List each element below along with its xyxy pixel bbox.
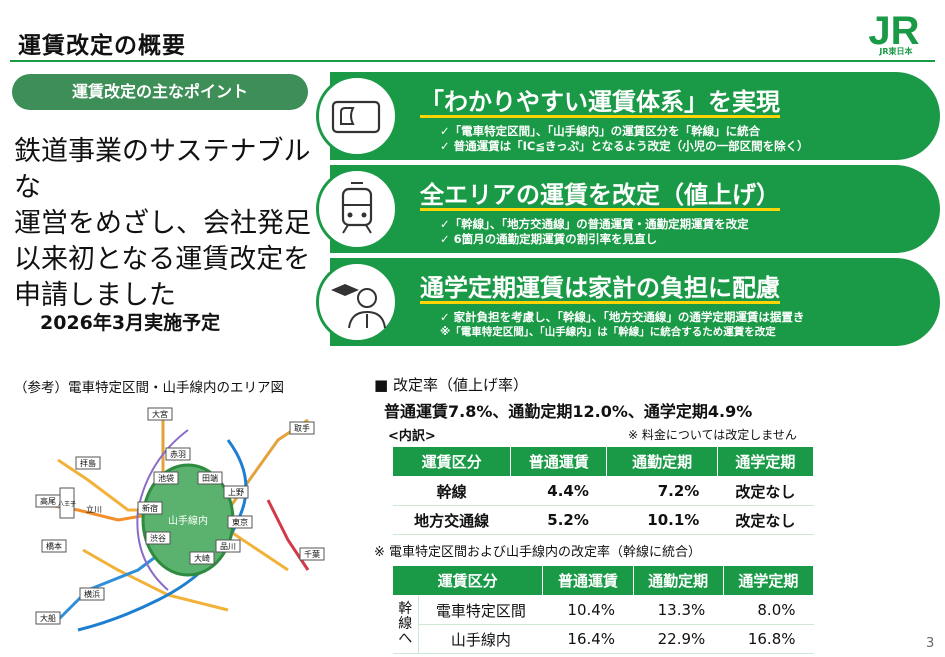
band-bullet: ✓ 普通運賃は「IC≦きっぷ」となるよう改定（小児の一部区間を除く） — [440, 139, 809, 153]
page-number: 3 — [926, 636, 935, 651]
band-bullet: ✓ 家計負担を考慮し、「幹線」、「地方交通線」の通学定期運賃は据置き — [440, 310, 805, 324]
lead-line: 鉄道事業のサステナブルな — [14, 136, 311, 203]
table-header: 運賃区分 — [391, 446, 512, 477]
jr-logo: JR — [868, 9, 919, 53]
table-cell: 改定なし — [717, 505, 814, 535]
fee-note: ※ 料金については改定しません — [628, 428, 797, 442]
page-title: 運賃改定の概要 — [18, 33, 186, 59]
integration-rate-table: 運賃区分 普通運賃 通勤定期 通学定期 幹線へ 電車特定区間 10.4% 13.… — [391, 565, 815, 654]
table-cell: 5.2% — [510, 505, 607, 535]
table-cell: 地方交通線 — [392, 505, 511, 535]
station-label: 大船 — [40, 613, 56, 623]
station-label: 大崎 — [194, 553, 210, 563]
yamanote-label: 山手線内 — [168, 514, 208, 527]
rate-summary: 普通運賃7.8%、通勤定期12.0%、通学定期4.9% — [384, 402, 753, 421]
table-cell: 16.8% — [723, 624, 814, 654]
band-title: 「わかりやすい運賃体系」を実現 — [420, 88, 780, 116]
rate-table: 運賃区分 普通運賃 通勤定期 通学定期 幹線 4.4% 7.2% 改定なし 地方… — [391, 446, 815, 535]
table-row: 山手線内 16.4% 22.9% 16.8% — [393, 624, 814, 654]
band-icon-circle — [316, 168, 398, 250]
station-label: 東京 — [232, 517, 248, 527]
table-cell: 13.3% — [633, 595, 724, 625]
station-label: 立川 — [86, 504, 102, 514]
lead-text: 鉄道事業のサステナブルな 運営をめざし、会社発足 以来初となる運賃改定を 申請し… — [14, 134, 324, 314]
table-cell: 8.0% — [723, 595, 814, 625]
train-icon — [341, 182, 373, 234]
student-icon — [331, 284, 386, 329]
table-header: 通学定期 — [716, 446, 815, 477]
point-band-2: 全エリアの運賃を改定（値上げ） ✓「幹線」、「地方交通線」の普通運賃・通勤定期運… — [316, 165, 940, 253]
band-title: 全エリアの運賃を改定（値上げ） — [420, 181, 780, 209]
point-band-3: 通学定期運賃は家計の負担に配慮 ✓ 家計負担を考慮し、「幹線」、「地方交通線」の… — [316, 258, 940, 346]
ic-card-icon — [331, 100, 381, 134]
lead-line: 運営をめざし、会社発足 — [14, 208, 311, 239]
table-header: 普通運賃 — [542, 565, 634, 596]
table-cell: 4.4% — [510, 476, 607, 506]
jr-logo-text: JR — [868, 9, 919, 53]
band-bullet: ※「電車特定区間」、「山手線内」は「幹線」に統合するため運賃を改定 — [440, 326, 776, 338]
schedule-text: 2026年3月実施予定 — [40, 312, 221, 334]
side-label: 幹線へ — [392, 595, 419, 654]
jr-logo-subtext: JR東日本 — [879, 47, 913, 56]
table-header-row: 運賃区分 普通運賃 通勤定期 通学定期 — [391, 565, 815, 596]
lead-line: 申請しました — [14, 280, 176, 311]
table-header: 運賃区分 — [391, 565, 544, 596]
station-label: 大宮 — [152, 409, 168, 419]
band-icon-circle — [316, 261, 398, 343]
band-title: 通学定期運賃は家計の負担に配慮 — [420, 274, 780, 302]
table-cell: 10.1% — [606, 505, 718, 535]
table-cell: 22.9% — [633, 624, 724, 654]
integration-note: ※ 電車特定区間および山手線内の改定率（幹線に統合） — [374, 545, 702, 560]
point-band-1: 「わかりやすい運賃体系」を実現 ✓「電車特定区間」、「山手線内」の運賃区分を「幹… — [316, 72, 940, 160]
yamanote-area — [143, 465, 233, 575]
table-cell: 16.4% — [542, 624, 634, 654]
station-label: 千葉 — [304, 549, 320, 559]
table-header: 通勤定期 — [606, 446, 718, 477]
station-label: 上野 — [228, 488, 244, 497]
table-cell: 幹線 — [392, 476, 511, 506]
station-label: 新宿 — [142, 503, 158, 513]
table-row: 幹線 4.4% 7.2% 改定なし — [392, 476, 814, 506]
table-row: 幹線へ 電車特定区間 10.4% 13.3% 8.0% — [392, 595, 814, 654]
band-bullet: ✓「幹線」、「地方交通線」の普通運賃・通勤定期運賃を改定 — [440, 217, 749, 231]
band-bullets: ✓「幹線」、「地方交通線」の普通運賃・通勤定期運賃を改定 ✓ 6箇月の通勤定期運… — [440, 217, 749, 247]
table-header: 普通運賃 — [510, 446, 608, 477]
table-header: 通学定期 — [722, 565, 815, 596]
area-map: 山手線内 大宮 取手 拝島 高尾 八王子 赤羽 池袋 田端 上野 新宿 東京 渋… — [28, 400, 328, 650]
station-label: 品川 — [220, 542, 236, 551]
station-label: 八王子 — [58, 501, 76, 508]
table-cell: 7.2% — [606, 476, 718, 506]
station-label: 横浜 — [84, 589, 100, 599]
table-row: 地方交通線 5.2% 10.1% 改定なし — [392, 505, 814, 535]
map-caption: （参考）電車特定区間・山手線内のエリア図 — [14, 380, 284, 396]
band-bullets: ✓ 家計負担を考慮し、「幹線」、「地方交通線」の通学定期運賃は据置き ※「電車特… — [440, 310, 804, 340]
station-label: 渋谷 — [150, 533, 166, 543]
band-bullet: ✓ 6箇月の通勤定期運賃の割引率を見直し — [440, 232, 658, 246]
breakdown-label: <内訳> — [388, 429, 436, 444]
rate-heading: ■ 改定率（値上げ率） — [374, 376, 528, 394]
band-icon-circle — [316, 75, 398, 157]
station-label: 高尾 — [40, 496, 56, 506]
title-divider — [10, 60, 935, 62]
station-label: 取手 — [294, 423, 310, 433]
points-label: 運賃改定の主なポイント — [12, 74, 308, 110]
table-header: 通勤定期 — [632, 565, 724, 596]
table-header-row: 運賃区分 普通運賃 通勤定期 通学定期 — [391, 446, 815, 477]
station-label: 拝島 — [80, 458, 96, 468]
station-label: 田端 — [202, 473, 218, 483]
band-bullets: ✓「電車特定区間」、「山手線内」の運賃区分を「幹線」に統合 ✓ 普通運賃は「IC… — [440, 124, 809, 154]
band-bullet: ✓「電車特定区間」、「山手線内」の運賃区分を「幹線」に統合 — [440, 124, 761, 138]
station-label: 池袋 — [158, 473, 174, 483]
station-label: 橋本 — [46, 541, 62, 551]
table-cell: 改定なし — [717, 476, 814, 506]
table-cell: 山手線内 — [418, 624, 543, 654]
rail-line — [82, 548, 229, 612]
table-cell: 電車特定区間 — [418, 595, 543, 625]
lead-line: 以来初となる運賃改定を — [14, 244, 311, 275]
station-label: 赤羽 — [170, 450, 186, 459]
table-cell: 10.4% — [542, 595, 634, 625]
